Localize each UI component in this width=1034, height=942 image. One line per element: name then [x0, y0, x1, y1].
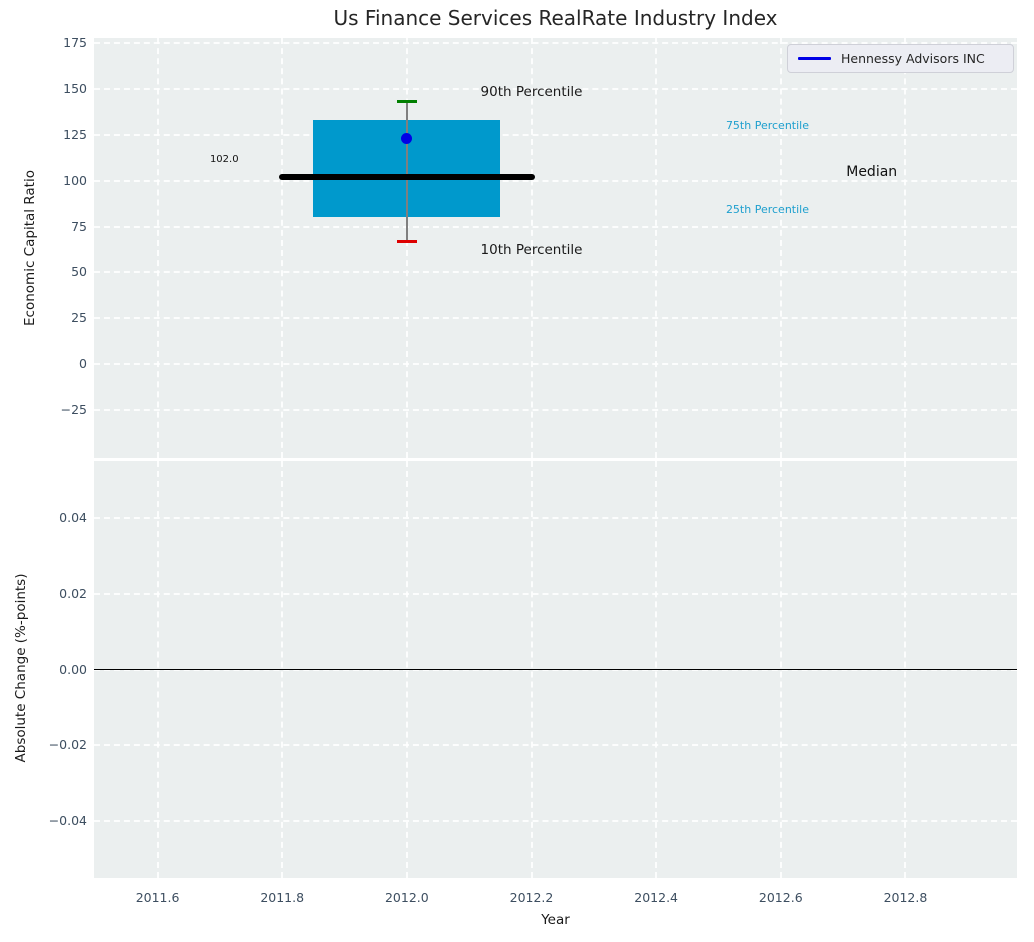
legend: Hennessy Advisors INC: [787, 44, 1014, 73]
annotation-10th-percentile: 10th Percentile: [480, 241, 583, 258]
x-gridline: [156, 38, 159, 458]
annotation-90th-percentile: 90th Percentile: [480, 84, 583, 101]
y-tick-label: 150: [63, 81, 87, 97]
y-tick-label: 0.04: [59, 509, 87, 525]
x-gridline: [530, 38, 533, 458]
y-gridline: [94, 42, 1017, 45]
y-gridline: [94, 408, 1017, 411]
x-gridline: [779, 38, 782, 458]
top-plot-area: 90th Percentile 10th Percentile 75th Perce…: [94, 38, 1017, 458]
y-tick-label: 0: [79, 356, 87, 372]
y-tick-label: −0.04: [48, 813, 87, 829]
x-tick-label: 2011.6: [135, 890, 180, 905]
y-tick-label: 25: [71, 310, 87, 326]
y-gridline: [94, 271, 1017, 274]
x-axis-label: Year: [541, 912, 570, 928]
x-tick-label: 2012.0: [384, 890, 429, 905]
y-gridline: [94, 744, 1017, 747]
y-gridline: [94, 133, 1017, 136]
annotation-102-0: 102.0: [209, 153, 239, 165]
x-tick-label: 2011.8: [260, 890, 305, 905]
company-point: [401, 133, 413, 145]
chart-title: Us Finance Services RealRate Industry In…: [333, 6, 778, 30]
y-gridline: [94, 225, 1017, 228]
y-tick-label: 0.02: [59, 585, 87, 601]
bottom-plot-area: [94, 461, 1017, 878]
x-gridline: [655, 38, 658, 458]
median-line: [279, 173, 535, 181]
annotation-75th-percentile: 75th Percentile: [725, 118, 809, 132]
y-gridline: [94, 820, 1017, 823]
y-tick-label: −0.02: [48, 737, 87, 753]
x-gridline: [281, 38, 284, 458]
y-gridline: [94, 179, 1017, 182]
x-tick-label: 2012.4: [634, 890, 679, 905]
x-gridline: [405, 38, 408, 458]
annotation-25th-percentile: 25th Percentile: [725, 203, 809, 217]
y-tick-label: 175: [63, 35, 87, 51]
y-gridline: [94, 592, 1017, 595]
y-tick-label: −25: [60, 401, 87, 417]
p90-cap: [396, 100, 417, 104]
y-gridline: [94, 516, 1017, 519]
whisker-line: [406, 101, 408, 242]
y-tick-label: 100: [63, 172, 87, 188]
x-tick-label: 2012.2: [509, 890, 554, 905]
y-gridline: [94, 88, 1017, 91]
y-gridline: [94, 363, 1017, 366]
y-tick-label: 0.00: [59, 661, 87, 677]
top-y-axis-label: Economic Capital Ratio: [22, 170, 38, 326]
x-gridline: [904, 38, 907, 458]
p10-cap: [396, 239, 417, 243]
x-tick-label: 2012.6: [758, 890, 803, 905]
legend-label: Hennessy Advisors INC: [841, 51, 985, 66]
annotation-median: Median: [846, 164, 898, 181]
y-gridline: [94, 317, 1017, 320]
zero-line: [94, 668, 1017, 671]
y-tick-label: 125: [63, 126, 87, 142]
y-tick-label: 75: [71, 218, 87, 234]
x-tick-label: 2012.8: [883, 890, 928, 905]
y-tick-label: 50: [71, 264, 87, 280]
legend-line-swatch: [798, 57, 831, 60]
